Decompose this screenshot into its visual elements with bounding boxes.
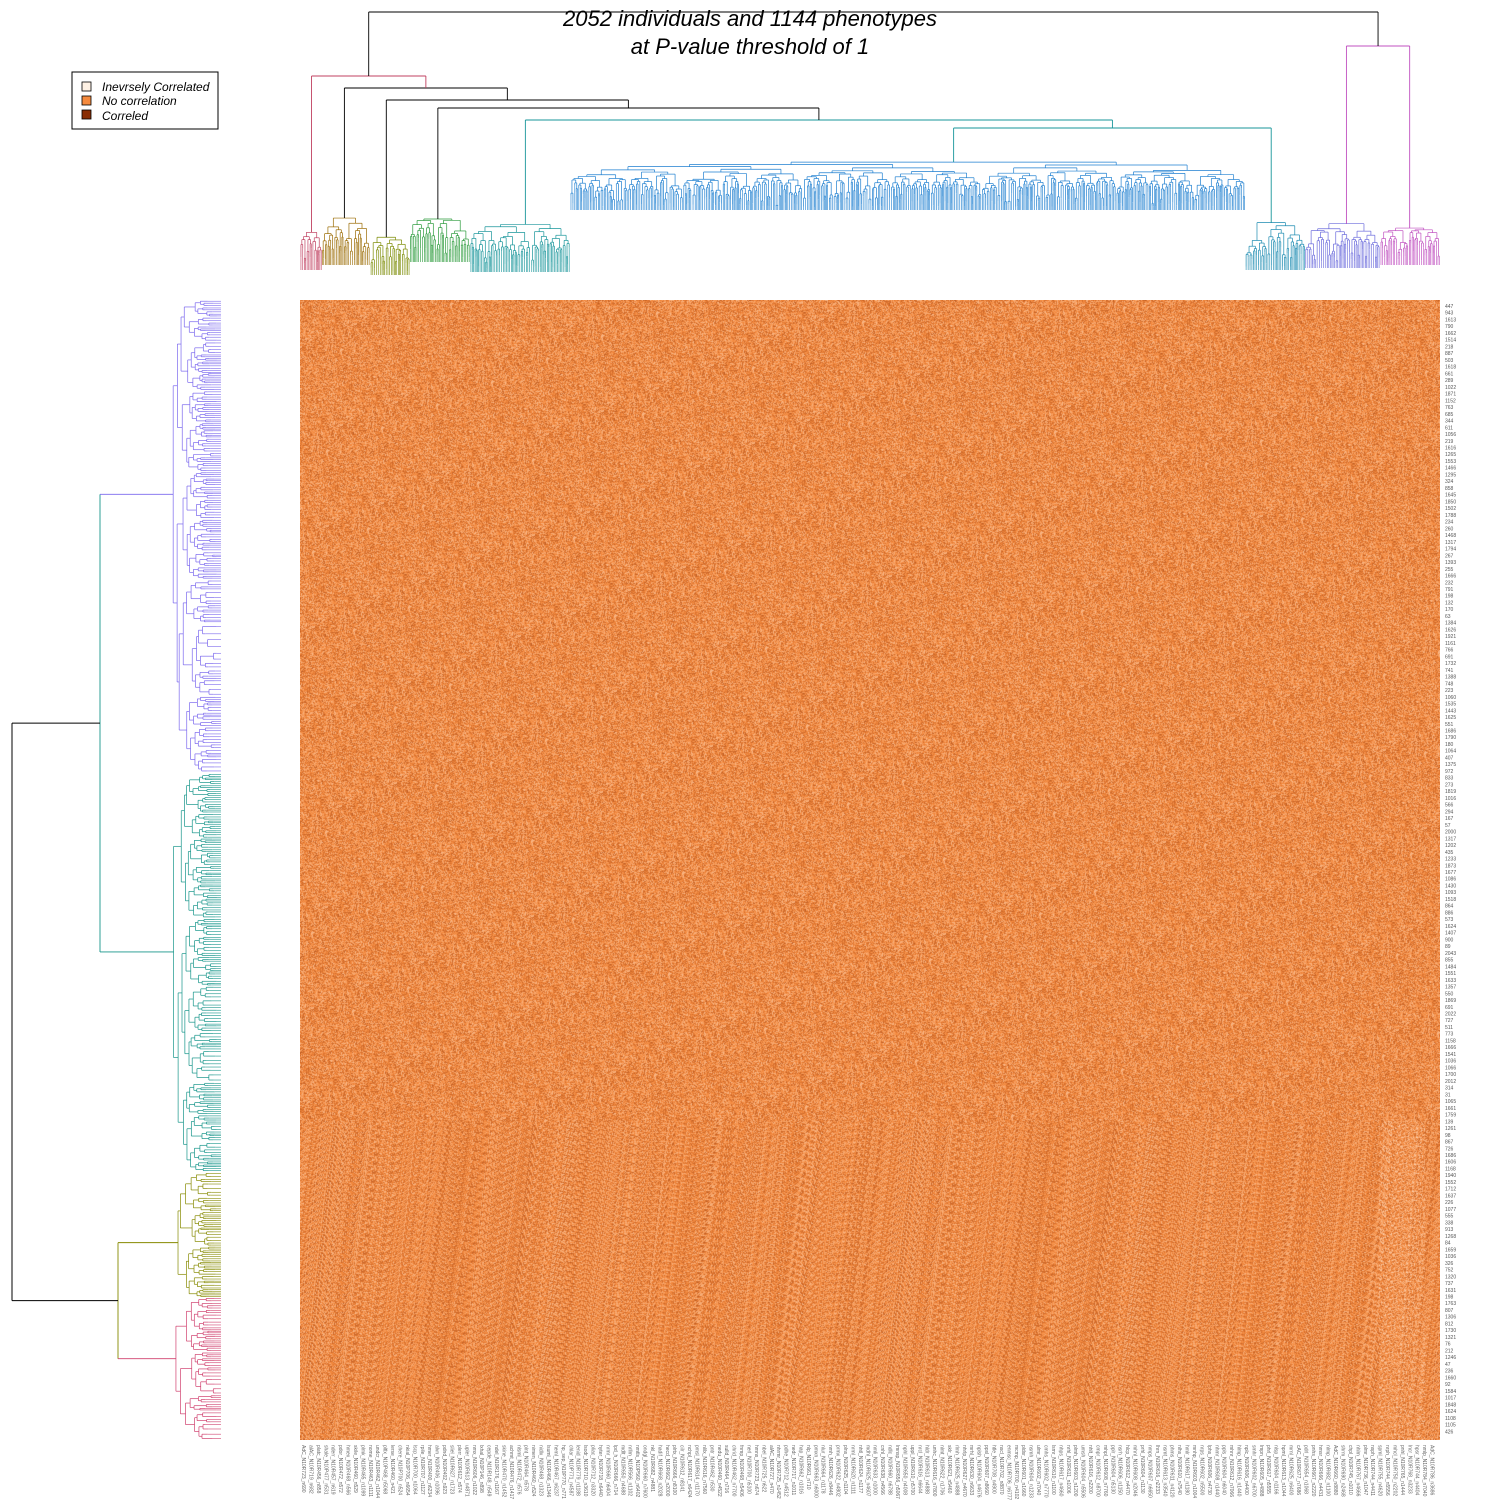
row-tick-label: 260 (1445, 526, 1454, 532)
row-tick-label: 1616 (1445, 446, 1456, 452)
row-tick-label: 1022 (1445, 385, 1456, 391)
row-tick-label: 1468 (1445, 533, 1456, 539)
row-tick-label: 685 (1445, 412, 1454, 418)
legend-swatch-correlated (81, 109, 92, 120)
row-tick-label: 611 (1445, 425, 1453, 431)
row-tick-label: 1645 (1445, 493, 1456, 499)
row-tick-label: 1553 (1445, 459, 1456, 465)
row-tick-label: 661 (1445, 371, 1454, 377)
legend-entry-correlated: Correled (81, 109, 148, 123)
row-tick-label: 858 (1445, 486, 1454, 492)
row-tick-label: 943 (1445, 311, 1454, 317)
legend: Inevrsely Correlated No correlation Corr… (71, 71, 219, 130)
column-dendrogram (300, 11, 1440, 275)
legend-label-inversely-correlated: Inevrsely Correlated (102, 80, 210, 94)
row-tick-label: 218 (1445, 344, 1454, 350)
row-tick-label: 1317 (1445, 540, 1456, 546)
row-tick-label: 447 (1445, 304, 1454, 310)
legend-swatch-no-correlation (81, 95, 92, 106)
row-tick-label: 344 (1445, 419, 1454, 425)
row-tick-label: 324 (1445, 479, 1454, 485)
row-tick-label: 887 (1445, 351, 1454, 357)
row-tick-label: 1788 (1445, 513, 1456, 519)
row-tick-label: 1056 (1445, 432, 1456, 438)
row-tick-label: 234 (1445, 520, 1454, 526)
title-line-2: at P-value threshold of 1 (631, 34, 869, 59)
legend-label-correlated: Correled (102, 109, 148, 123)
row-tick-label: 1514 (1445, 338, 1456, 344)
row-tick-label: 232 (1445, 580, 1454, 586)
legend-label-no-correlation: No correlation (102, 94, 177, 108)
row-tick-label: 1618 (1445, 365, 1456, 371)
row-tick-label: 503 (1445, 358, 1454, 364)
row-tick-label: 1850 (1445, 499, 1456, 505)
chart-title: 2052 individuals and 1144 phenotypes at … (562, 6, 937, 59)
legend-entry-no-correlation: No correlation (81, 94, 177, 108)
row-tick-label: 1794 (1445, 547, 1456, 553)
legend-swatch-inversely-correlated (81, 81, 92, 92)
row-tick-label: 1502 (1445, 506, 1456, 512)
row-tick-label: 1662 (1445, 331, 1456, 337)
legend-entry-inversely-correlated: Inevrsely Correlated (81, 80, 210, 94)
legend-box (71, 71, 219, 130)
row-tick-label: 1871 (1445, 392, 1456, 398)
row-tick-label: 1613 (1445, 317, 1456, 323)
heatmap-cells (300, 300, 1440, 1440)
row-tick-label: 1393 (1445, 560, 1456, 566)
row-tick-label: 1295 (1445, 472, 1456, 478)
row-dendrogram (11, 300, 221, 1439)
row-tick-label: 255 (1445, 567, 1454, 573)
row-tick-label: 267 (1445, 553, 1454, 559)
row-tick-labels: 4479431613790166215142188875031618661289… (1445, 304, 1456, 1435)
row-tick-label: 790 (1445, 324, 1454, 330)
row-tick-label: 219 (1445, 439, 1454, 445)
row-tick-label: 1152 (1445, 398, 1456, 404)
title-line-1: 2052 individuals and 1144 phenotypes (562, 6, 937, 31)
row-tick-label: 289 (1445, 378, 1454, 384)
row-tick-label: 763 (1445, 405, 1454, 411)
row-tick-label: 1265 (1445, 452, 1456, 458)
row-tick-label: 1466 (1445, 466, 1456, 472)
row-tick-label: 1666 (1445, 574, 1456, 580)
